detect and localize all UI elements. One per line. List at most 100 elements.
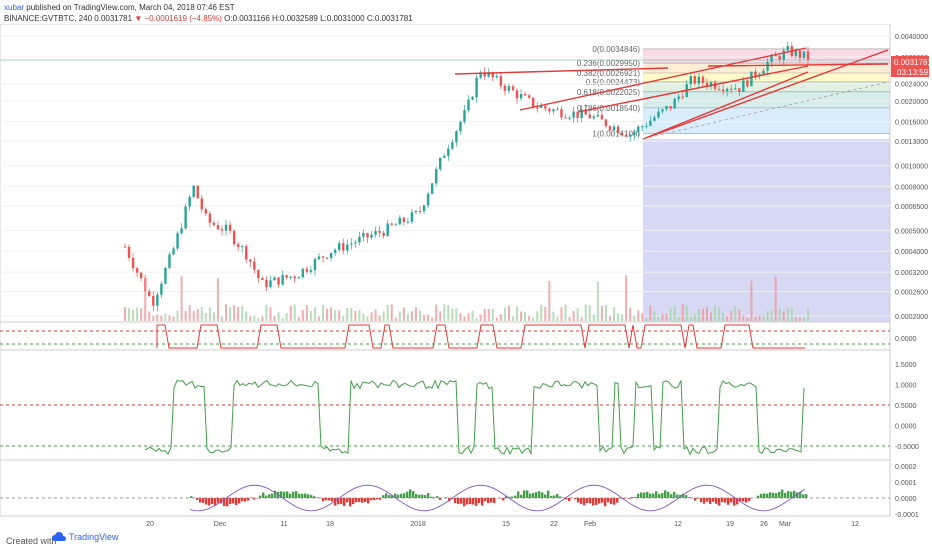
macd-bar: [484, 498, 487, 502]
macd-bar: [292, 491, 295, 498]
volume-bar: [520, 311, 523, 321]
macd-bar: [310, 495, 313, 498]
candle-body: [422, 205, 426, 212]
volume-bar: [540, 304, 543, 321]
macd-bar: [709, 498, 712, 505]
volume-bar: [467, 313, 470, 321]
macd-bar: [352, 498, 355, 505]
macd-bar: [778, 491, 781, 498]
macd-bar: [601, 498, 604, 503]
candle-body: [249, 259, 252, 262]
macd-bar: [616, 498, 619, 503]
macd-bar: [526, 490, 529, 498]
macd-bar: [805, 494, 808, 498]
volume-bar: [164, 313, 167, 321]
macd-bar: [511, 496, 514, 498]
volume-bar: [544, 306, 547, 321]
candle-body: [148, 291, 151, 296]
volume-bar: [334, 309, 337, 321]
macd-bar: [421, 494, 424, 498]
volume-bar: [285, 313, 288, 321]
macd-bar: [337, 498, 340, 505]
volume-bar: [685, 306, 688, 321]
candle-body: [135, 268, 139, 273]
macd-bar: [244, 498, 247, 502]
macd-bar: [658, 494, 661, 498]
time-tick-label: 12: [674, 521, 682, 528]
macd-bar: [391, 495, 394, 498]
volume-bar: [277, 312, 280, 321]
time-tick-label: 18: [326, 521, 334, 528]
volume-bar: [588, 305, 591, 321]
volume-bar: [301, 309, 304, 321]
volume-bar: [342, 316, 345, 321]
indicator-1-path: [156, 324, 805, 349]
volume-bar: [192, 311, 195, 321]
volume-bar: [471, 310, 474, 321]
price-tick-label: 0.0008000: [895, 184, 928, 191]
chart-canvas[interactable]: 0(0.0034846) 0.236(0.0029950)0.382(0.0026…: [0, 24, 932, 529]
macd-bar: [343, 498, 346, 507]
macd-bar: [577, 498, 580, 503]
trendlines[interactable]: [0, 47, 890, 140]
macd-bar: [211, 498, 214, 504]
volume-bar: [184, 310, 187, 321]
volume-bar: [568, 317, 571, 321]
price-tick-label: 0.0016000: [895, 120, 928, 127]
macd-bar: [574, 498, 577, 500]
volume-bar: [580, 317, 583, 321]
candle-body: [257, 269, 260, 279]
time-tick-label: 19: [726, 521, 734, 528]
indicator-2-tick: 0.5000: [895, 403, 917, 410]
macd-bar: [298, 493, 301, 498]
volume-bar: [766, 310, 769, 321]
volume-bar: [386, 304, 389, 321]
macd-bar: [802, 494, 805, 498]
macd-bar: [334, 498, 337, 506]
volume-bar: [281, 317, 284, 321]
volume-bar: [439, 311, 442, 321]
macd-pane[interactable]: [0, 459, 891, 517]
time-tick-label: Feb: [584, 521, 596, 528]
fib-level-label: 0.618(0.0022025): [577, 88, 641, 97]
macd-bar: [592, 498, 595, 506]
macd-bar: [523, 490, 526, 498]
macd-bar: [265, 495, 268, 498]
price-tick-label: 0.0003200: [895, 270, 928, 277]
candle-body: [580, 109, 583, 118]
candle-body: [172, 248, 175, 255]
volume-bar: [196, 309, 199, 321]
macd-bar: [643, 492, 646, 498]
volume-bar: [802, 316, 805, 321]
candle-body: [402, 217, 406, 222]
volume-bar: [200, 306, 203, 321]
macd-bar: [271, 493, 274, 498]
candle-body: [523, 93, 527, 96]
macd-bar: [541, 492, 544, 498]
tradingview-logo[interactable]: TradingView: [52, 532, 119, 542]
candle-body: [657, 111, 660, 118]
volume-bar: [710, 312, 713, 321]
macd-bar: [706, 498, 709, 502]
macd-bar: [784, 492, 787, 498]
fib-level-label: 0.382(0.0026921): [577, 69, 641, 78]
volume-bar: [326, 308, 329, 321]
volume-bar: [625, 275, 628, 321]
macd-histogram: 0.0002 0.0001 0.0000 -0.0001: [0, 464, 919, 519]
volume-bar: [794, 316, 797, 321]
candle-body: [297, 277, 300, 279]
candle-body: [245, 246, 248, 260]
volume-bar: [491, 309, 494, 321]
candle-body: [228, 224, 232, 231]
candle-body: [552, 109, 555, 112]
candle-body: [705, 82, 709, 87]
author-link[interactable]: xubar: [4, 3, 25, 12]
macd-bar: [400, 493, 403, 498]
macd-bar: [289, 493, 292, 498]
volume-bar: [346, 308, 349, 321]
volume-bar: [370, 312, 373, 321]
candle-body: [289, 276, 292, 278]
volume-bar: [782, 311, 785, 321]
volume-bar: [556, 316, 559, 321]
volume-bar: [289, 305, 292, 321]
